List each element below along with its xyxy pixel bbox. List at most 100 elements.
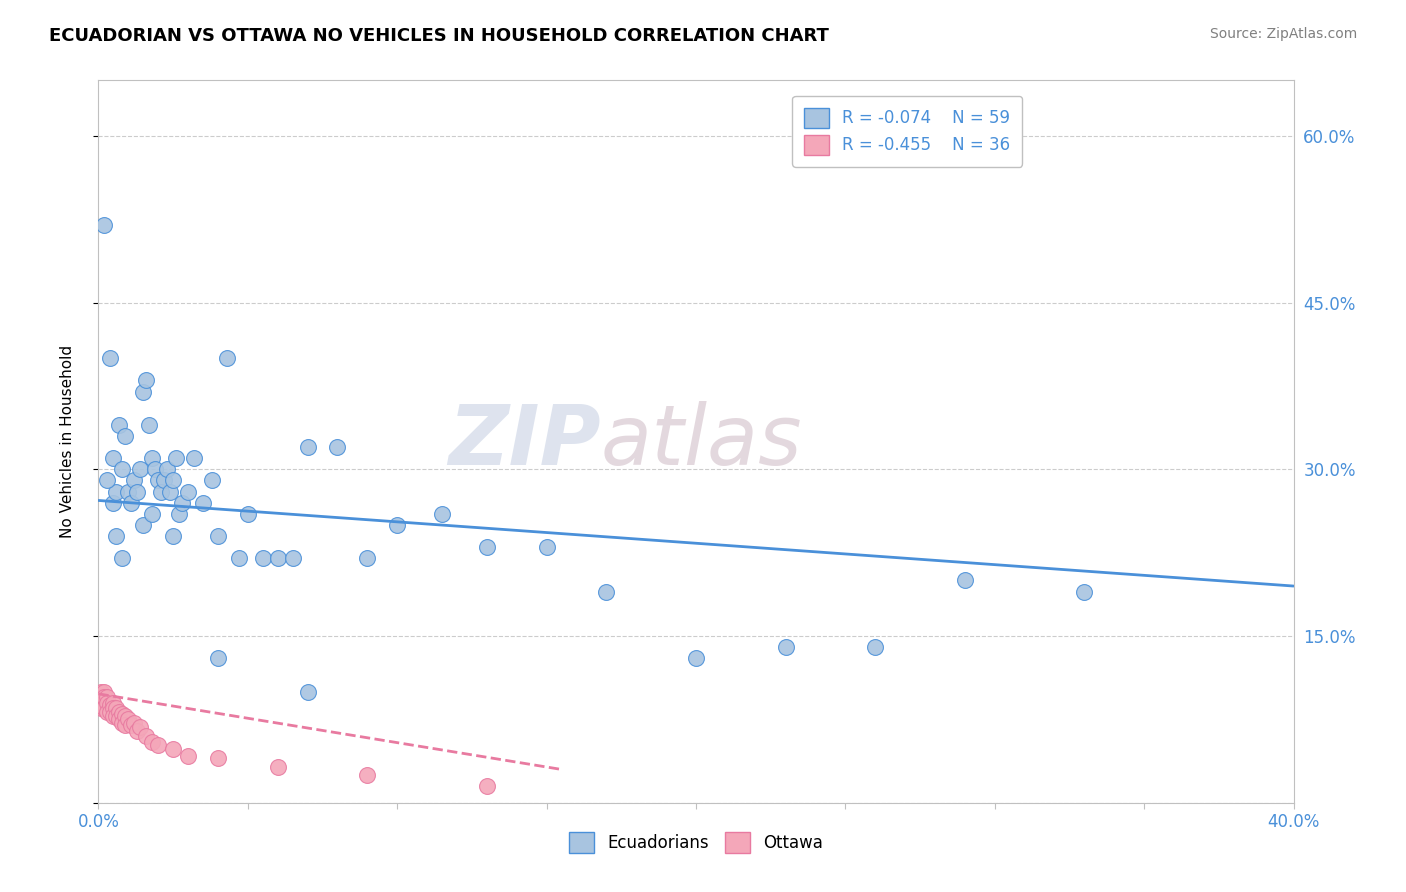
Point [124, 715, 146, 730]
Point [141, 451, 163, 466]
Point [297, 440, 319, 454]
Point [103, 701, 125, 715]
Point [96, 690, 118, 705]
Text: ECUADORIAN VS OTTAWA NO VEHICLES IN HOUSEHOLD CORRELATION CHART: ECUADORIAN VS OTTAWA NO VEHICLES IN HOUS… [49, 27, 830, 45]
Point [267, 551, 290, 566]
Point [93, 684, 115, 698]
Point [105, 701, 128, 715]
Point [236, 507, 259, 521]
Point [93, 690, 115, 705]
Point [105, 484, 128, 499]
Point [162, 474, 184, 488]
Point [103, 696, 125, 710]
Text: atlas: atlas [600, 401, 801, 482]
Text: Source: ZipAtlas.com: Source: ZipAtlas.com [1209, 27, 1357, 41]
Point [114, 718, 136, 732]
Point [141, 734, 163, 748]
Point [356, 551, 378, 566]
Point [162, 529, 184, 543]
Point [172, 496, 194, 510]
Point [90, 684, 112, 698]
Point [103, 451, 125, 466]
Point [108, 705, 131, 719]
Point [356, 768, 378, 782]
Point [475, 779, 498, 793]
Point [93, 701, 115, 715]
Point [98, 351, 122, 366]
Point [105, 529, 128, 543]
Point [148, 474, 170, 488]
Point [108, 713, 131, 727]
Point [127, 484, 149, 499]
Point [129, 720, 152, 734]
Point [90, 701, 112, 715]
Point [108, 417, 131, 432]
Point [103, 496, 125, 510]
Point [98, 698, 122, 712]
Point [96, 696, 118, 710]
Point [150, 484, 173, 499]
Point [775, 640, 797, 655]
Point [93, 218, 115, 232]
Point [90, 690, 112, 705]
Point [159, 484, 181, 499]
Y-axis label: No Vehicles in Household: No Vehicles in Household [60, 345, 75, 538]
Point [685, 651, 707, 665]
Point [207, 751, 229, 765]
Point [135, 729, 157, 743]
Point [252, 551, 274, 566]
Point [120, 718, 142, 732]
Point [111, 551, 134, 566]
Point [156, 462, 179, 476]
Point [297, 684, 319, 698]
Text: ZIP: ZIP [447, 401, 600, 482]
Point [177, 749, 200, 764]
Point [595, 584, 617, 599]
Point [183, 451, 205, 466]
Point [385, 517, 409, 532]
Point [124, 474, 146, 488]
Point [281, 551, 304, 566]
Point [103, 709, 125, 723]
Point [98, 705, 122, 719]
Point [132, 384, 155, 399]
Point [201, 474, 224, 488]
Point [143, 462, 166, 476]
Point [1073, 584, 1095, 599]
Point [162, 742, 184, 756]
Point [177, 484, 200, 499]
Point [191, 496, 214, 510]
Point [132, 517, 155, 532]
Point [153, 474, 176, 488]
Point [96, 474, 118, 488]
Point [148, 738, 170, 752]
Point [96, 705, 118, 719]
Point [114, 429, 136, 443]
Point [129, 462, 152, 476]
Point [117, 484, 139, 499]
Point [865, 640, 887, 655]
Point [215, 351, 238, 366]
Legend: Ecuadorians, Ottawa: Ecuadorians, Ottawa [562, 826, 830, 860]
Point [111, 706, 134, 721]
Point [127, 723, 149, 738]
Point [138, 417, 160, 432]
Point [430, 507, 453, 521]
Point [105, 709, 128, 723]
Point [475, 540, 498, 554]
Point [141, 507, 163, 521]
Point [326, 440, 349, 454]
Point [207, 651, 229, 665]
Point [111, 462, 134, 476]
Point [953, 574, 976, 588]
Point [267, 760, 290, 774]
Point [228, 551, 250, 566]
Point [135, 373, 157, 387]
Point [165, 451, 187, 466]
Point [167, 507, 190, 521]
Point [114, 709, 136, 723]
Point [207, 529, 229, 543]
Point [117, 713, 139, 727]
Point [536, 540, 558, 554]
Point [111, 715, 134, 730]
